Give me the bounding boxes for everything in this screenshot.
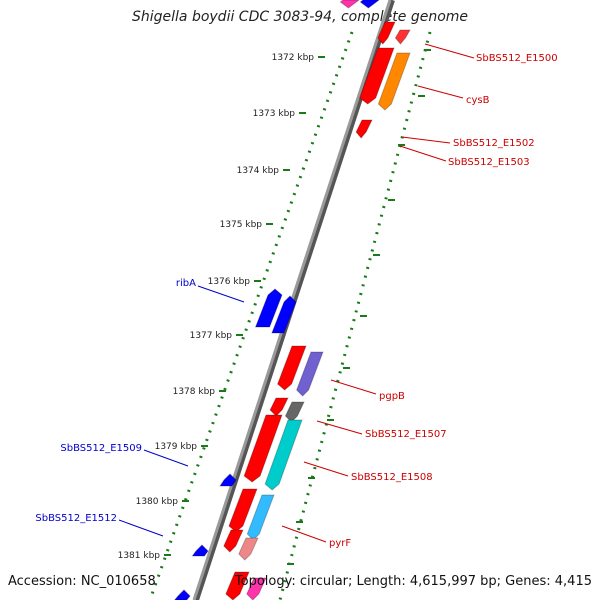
gene-feature-purple [296, 351, 324, 397]
gene-feature-blue [191, 544, 209, 557]
gene-label-leader [330, 379, 377, 395]
gene-feature-lightblue [246, 494, 275, 541]
gene-feature-red [223, 529, 244, 553]
gene-feature-red [355, 119, 373, 139]
tick-marks: 1372 kbp 1373 kbp 1374 kbp 1375 kbp 1376 kbp… [118, 49, 431, 565]
gene-label-leader [401, 136, 451, 144]
gene-label-leader [424, 43, 475, 59]
gene-label: SbBS512_E1503 [448, 157, 530, 168]
gene-feature-red [359, 47, 395, 105]
gene-label-leader [118, 519, 164, 537]
gene-feature-orange [377, 52, 411, 111]
gene-feature-blue [359, 0, 380, 9]
gene-feature-blue [271, 295, 297, 334]
gene-label: SbBS512_E1502 [453, 138, 535, 149]
gene-feature-red [225, 571, 250, 600]
gene-label: SbBS512_E1507 [365, 429, 447, 440]
gene-feature-red [277, 345, 307, 391]
gene-label: SbBS512_E1508 [351, 472, 433, 483]
gene-label: ribA [176, 278, 196, 289]
gene-label: pgpB [379, 391, 405, 402]
gene-labels: SbBS512_E1500 cysB SbBS512_E1502 SbBS512_E1… [35, 43, 558, 549]
tick-label: 1380 kbp [136, 497, 179, 507]
gene-label-leader [303, 461, 349, 477]
inner-ruler [148, 31, 354, 600]
gene-feature-blue [174, 589, 191, 600]
gene-label-leader [197, 285, 245, 303]
gene-label: SbBS512_E1512 [35, 513, 117, 524]
gene-label-leader [281, 525, 327, 543]
gene-label: cysB [466, 95, 490, 106]
gene-feature-pink [246, 577, 267, 600]
tick-label: 1379 kbp [155, 442, 198, 452]
tick-label: 1374 kbp [237, 166, 280, 176]
gene-feature-red [377, 21, 396, 45]
gene-feature-blue [219, 473, 237, 487]
gene-label-leader [143, 449, 189, 467]
gene-feature-grey [284, 401, 305, 423]
gene-feature-pink [339, 0, 360, 9]
gene-feature-cyan [264, 419, 303, 491]
tick-label: 1381 kbp [118, 551, 161, 561]
accession-text: Accession: NC_010658 [8, 574, 156, 589]
gene-features [174, 0, 411, 600]
gene-feature-salmon [238, 537, 259, 561]
tick-label: 1377 kbp [190, 331, 233, 341]
gene-label-leader [417, 85, 464, 99]
genome-summary-text: Topology: circular; Length: 4,615,997 bp… [234, 574, 592, 589]
gene-feature-red [228, 488, 258, 533]
tick-label: 1373 kbp [253, 109, 296, 119]
gene-feature-red [394, 29, 411, 45]
tick-label: 1375 kbp [220, 220, 263, 230]
gene-feature-red [269, 397, 289, 417]
gene-label: SbBS512_E1509 [60, 443, 142, 454]
gene-feature-blue [254, 288, 283, 328]
tick-label: 1376 kbp [208, 277, 251, 287]
tick-label: 1372 kbp [272, 53, 315, 63]
tick-label: 1378 kbp [173, 387, 216, 397]
gene-label: SbBS512_E1500 [476, 53, 558, 64]
gene-feature-red [243, 414, 283, 483]
gene-label-leader [399, 145, 447, 162]
gene-label: pyrF [329, 538, 351, 549]
gene-label-leader [316, 420, 363, 435]
